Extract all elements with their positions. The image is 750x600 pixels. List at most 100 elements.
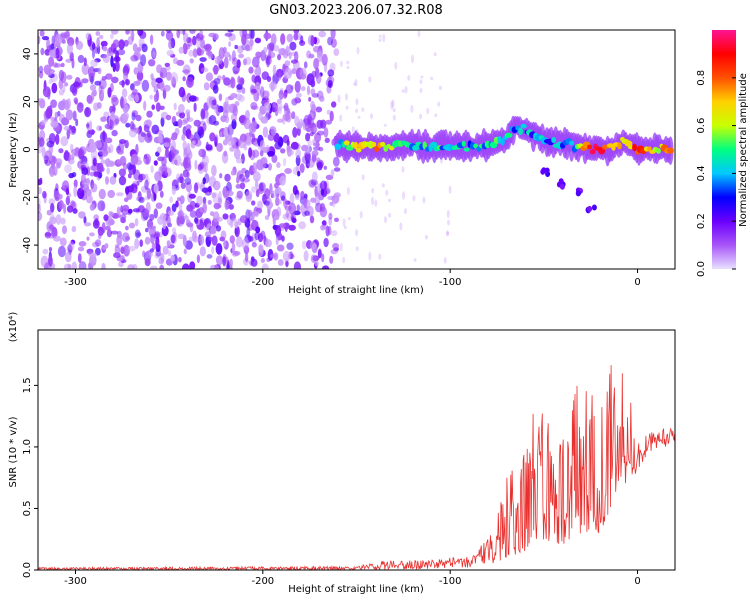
noise-blob (110, 230, 119, 235)
noise-blob (218, 93, 223, 102)
noise-blob (256, 87, 261, 97)
noise-blob (251, 74, 256, 83)
noise-blob (420, 75, 424, 79)
noise-blob (199, 161, 205, 170)
colorbar-ticks: 0.0 0.2 0.4 0.6 0.8 (696, 70, 736, 277)
noise-blob (77, 187, 85, 199)
noise-blob (273, 252, 279, 261)
noise-blob (402, 191, 405, 200)
noise-blob (316, 161, 323, 171)
noise-blob (189, 58, 194, 64)
noise-blob (311, 104, 317, 112)
noise-blob (165, 146, 169, 158)
colorbar: 0.0 0.2 0.4 0.6 0.8 Normalized spectral ampl… (696, 30, 749, 277)
noise-blob (255, 179, 259, 190)
heatmap-x-tick-label: 0 (634, 277, 640, 288)
noise-blob (125, 225, 129, 231)
noise-blob (313, 58, 319, 70)
noise-blob (330, 249, 338, 255)
noise-blob (183, 117, 189, 124)
signal-point (380, 141, 386, 147)
noise-blob (125, 79, 130, 86)
noise-blob (51, 35, 56, 46)
colorbar-tick-label: 0.6 (696, 118, 707, 134)
noise-blob (311, 171, 318, 182)
heatmap-x-tick-label: -100 (439, 277, 462, 288)
noise-blob (138, 173, 144, 183)
noise-blob (306, 50, 312, 59)
noise-blob (134, 238, 140, 250)
noise-blob (200, 108, 206, 120)
noise-blob (176, 219, 181, 226)
noise-blob (321, 265, 330, 269)
noise-blob (75, 118, 79, 127)
noise-blob (346, 186, 350, 196)
noise-blob (118, 175, 127, 186)
noise-blob (106, 167, 110, 175)
noise-blob (244, 234, 252, 244)
snr-y-multiplier: (x10⁴) (8, 312, 19, 343)
noise-blob (166, 49, 174, 57)
noise-blob (334, 217, 339, 222)
noise-blob (99, 131, 108, 142)
noise-blob (48, 56, 55, 67)
noise-blob (262, 90, 270, 99)
noise-blob (284, 168, 292, 174)
noise-blob (359, 211, 363, 219)
snr-x-tick-label: -300 (64, 576, 87, 587)
noise-blob (162, 218, 167, 230)
noise-blob (331, 196, 336, 208)
noise-blob (245, 138, 252, 146)
noise-blob (72, 86, 78, 97)
noise-blob (183, 64, 191, 76)
noise-blob (215, 255, 224, 266)
noise-blob (286, 33, 293, 43)
noise-blob (307, 139, 312, 147)
noise-blob (284, 67, 293, 79)
noise-blob (333, 48, 340, 56)
noise-blob (136, 79, 142, 85)
noise-blob (167, 250, 172, 257)
noise-blob (308, 179, 317, 188)
noise-blob (151, 124, 160, 135)
noise-blob (85, 32, 91, 41)
noise-blob (295, 149, 302, 159)
noise-blob (227, 104, 233, 113)
noise-blob (159, 231, 163, 238)
noise-blob (282, 250, 291, 262)
noise-blob (250, 30, 255, 40)
noise-blob (144, 258, 151, 267)
noise-blob (260, 116, 269, 124)
noise-blob (253, 120, 257, 127)
noise-blob (312, 142, 320, 147)
noise-blob (165, 114, 172, 121)
noise-blob (127, 35, 134, 45)
snr-y-label: SNR (10 * v/v) (8, 416, 19, 487)
noise-blob (117, 149, 124, 155)
noise-blob (239, 182, 246, 190)
noise-blob (148, 59, 156, 67)
noise-blob (301, 86, 306, 92)
noise-blob (286, 145, 291, 152)
noise-blob (172, 57, 178, 65)
signal-point (656, 148, 661, 154)
signal-point (355, 147, 362, 153)
noise-blob (61, 181, 65, 189)
noise-blob (39, 137, 45, 147)
noise-blob (238, 53, 245, 59)
noise-blob (38, 71, 44, 79)
noise-blob (422, 196, 426, 204)
noise-blob (266, 55, 272, 65)
noise-blob (182, 76, 186, 82)
noise-blob (261, 263, 269, 269)
noise-blob (192, 48, 198, 58)
noise-blob (142, 250, 146, 258)
noise-blob (300, 190, 305, 200)
noise-blob (214, 105, 219, 114)
noise-blob (189, 261, 196, 269)
noise-blob (270, 38, 276, 45)
noise-blob (230, 218, 237, 223)
noise-blob (98, 84, 103, 95)
noise-blob (38, 35, 41, 45)
noise-blob (83, 216, 87, 224)
